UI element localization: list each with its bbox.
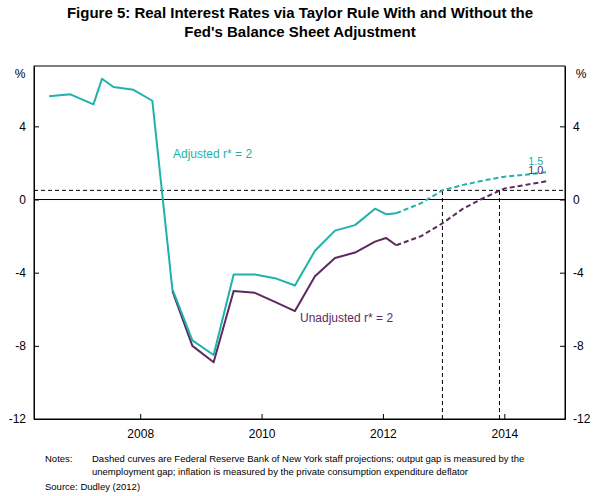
axis-line — [565, 67, 566, 420]
tick-label: 0 — [573, 193, 580, 207]
reference-hline — [34, 190, 565, 191]
tick: -8 — [15, 339, 39, 353]
y-axis-unit: % — [15, 67, 26, 81]
series-line — [396, 172, 547, 213]
y2-axis-unit: % — [576, 67, 587, 81]
title: Fed's Balance Sheet Adjustment — [184, 23, 415, 40]
notes-text: unemployment gap; inflation is measured … — [92, 466, 468, 477]
plot-frame — [34, 66, 565, 419]
chart-container: Figure 5: Real Interest Rates via Taylor… — [0, 0, 600, 496]
notes-text: Dashed curves are Federal Reserve Bank o… — [92, 453, 524, 464]
series-line — [172, 238, 396, 362]
axis-line — [34, 67, 35, 420]
tick-label: 0 — [19, 193, 26, 207]
tick: 2008 — [127, 414, 154, 441]
tick-mark — [140, 414, 141, 419]
series-label: Adjusted r* = 2 — [173, 147, 252, 161]
tick-label: 2014 — [491, 427, 518, 441]
tick-label: 4 — [19, 120, 26, 134]
tick: -4 — [560, 266, 584, 280]
tick-mark — [560, 346, 565, 347]
tick-label: -8 — [573, 339, 584, 353]
title: Figure 5: Real Interest Rates via Taylor… — [67, 4, 533, 21]
plot-area — [34, 79, 565, 419]
tick-mark — [34, 126, 39, 127]
tick-label: -8 — [15, 339, 26, 353]
axis: -12 -8 -4 0 4 — [9, 67, 39, 427]
tick-mark — [504, 414, 505, 419]
tick-mark — [560, 273, 565, 274]
data-label: 1.0 — [528, 164, 543, 176]
tick-mark — [262, 414, 263, 419]
tick-mark — [560, 126, 565, 127]
zero-line — [34, 199, 565, 200]
chart-svg: Figure 5: Real Interest Rates via Taylor… — [0, 0, 600, 496]
tick-mark — [34, 273, 39, 274]
tick-label: -12 — [9, 412, 27, 426]
tick: 2010 — [249, 414, 276, 441]
axis: -12 -8 -4 0 4 — [560, 67, 591, 427]
axis-line — [35, 419, 566, 420]
tick-label: -4 — [15, 266, 26, 280]
series-line — [49, 79, 396, 355]
tick: -12 — [9, 412, 39, 426]
source: Source: Dudley (2012) — [45, 481, 140, 492]
tick-label: 4 — [573, 120, 580, 134]
tick-label: 2008 — [127, 427, 154, 441]
tick-label: -4 — [573, 266, 584, 280]
tick: 2012 — [370, 414, 397, 441]
tick-label: 2010 — [249, 427, 276, 441]
tick: -4 — [15, 266, 39, 280]
series-label: Unadjusted r* = 2 — [300, 311, 393, 325]
tick: 2014 — [491, 414, 518, 441]
tick: 4 — [19, 120, 39, 134]
axis: 2008 2010 2012 2014 — [35, 414, 566, 441]
reference-vline — [499, 190, 500, 419]
tick-mark — [34, 346, 39, 347]
tick: -8 — [560, 339, 584, 353]
tick: 4 — [560, 120, 580, 134]
tick-mark — [383, 414, 384, 419]
series-line — [396, 181, 547, 245]
tick-label: -12 — [573, 412, 591, 426]
tick-label: 2012 — [370, 427, 397, 441]
notes-label: Notes: — [45, 453, 72, 464]
